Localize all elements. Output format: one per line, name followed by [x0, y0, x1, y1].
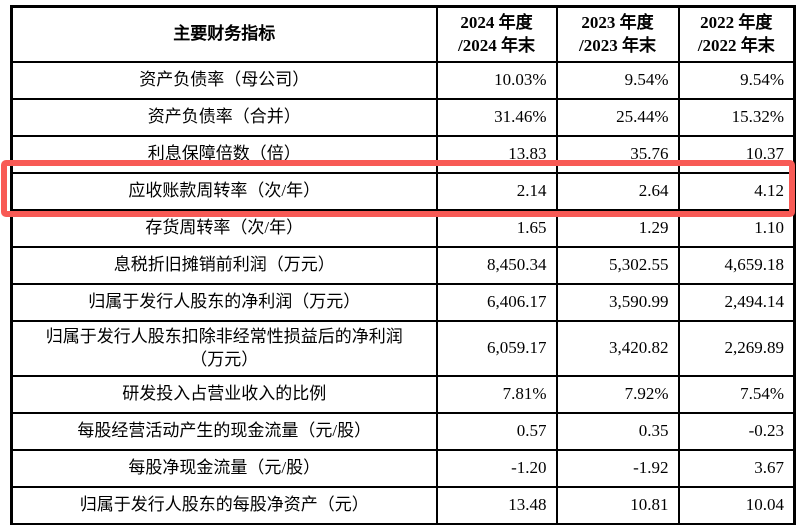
indicator-label: 归属于发行人股东扣除非经常性损益后的净利润 （万元） [10, 320, 438, 377]
table-row: 归属于发行人股东的净利润（万元） 6,406.17 3,590.99 2,494… [10, 283, 796, 322]
value-2023: 5,302.55 [555, 246, 680, 285]
table-row-highlighted: 应收账款周转率（次/年） 2.14 2.64 4.12 [10, 172, 796, 211]
value-2022: 10.37 [677, 135, 796, 174]
value-2023: 3,420.82 [555, 320, 680, 377]
value-2023: 7.92% [555, 375, 680, 414]
value-2024: 1.65 [435, 209, 558, 248]
indicator-label: 归属于发行人股东的净利润（万元） [10, 283, 438, 322]
value-2023: -1.92 [555, 449, 680, 488]
col-header-2024: 2024 年度 /2024 年末 [435, 5, 558, 63]
value-2023: 1.29 [555, 209, 680, 248]
indicator-label: 利息保障倍数（倍） [10, 135, 438, 174]
value-2022: 1.10 [677, 209, 796, 248]
indicator-label: 息税折旧摊销前利润（万元） [10, 246, 438, 285]
value-2024: 6,059.17 [435, 320, 558, 377]
indicator-label-line1: 归属于发行人股东扣除非经常性损益后的净利润 [45, 327, 403, 347]
value-2022: 7.54% [677, 375, 796, 414]
table-row: 息税折旧摊销前利润（万元） 8,450.34 5,302.55 4,659.18 [10, 246, 796, 285]
value-2022: 10.04 [677, 486, 796, 525]
value-2024: 7.81% [435, 375, 558, 414]
value-2024: 10.03% [435, 61, 558, 100]
indicator-label: 资产负债率（母公司） [10, 61, 438, 100]
indicator-label: 每股经营活动产生的现金流量（元/股） [10, 412, 438, 451]
table-row: 资产负债率（母公司） 10.03% 9.54% 9.54% [10, 61, 796, 100]
indicator-label: 每股净现金流量（元/股） [10, 449, 438, 488]
col-header-2023: 2023 年度 /2023 年末 [555, 5, 680, 63]
value-2024: 31.46% [435, 98, 558, 137]
table-row: 资产负债率（合并） 31.46% 25.44% 15.32% [10, 98, 796, 137]
value-2024: 0.57 [435, 412, 558, 451]
value-2022: 4,659.18 [677, 246, 796, 285]
table-row: 归属于发行人股东扣除非经常性损益后的净利润 （万元） 6,059.17 3,42… [10, 320, 796, 377]
value-2022: 4.12 [677, 172, 796, 211]
col-header-2024-line2: /2024 年末 [458, 35, 535, 55]
indicator-label-line2: （万元） [190, 349, 259, 369]
indicator-label: 资产负债率（合并） [10, 98, 438, 137]
value-2023: 2.64 [555, 172, 680, 211]
col-header-2022-line2: /2022 年末 [697, 35, 775, 55]
financial-indicators-table: 主要财务指标 2024 年度 /2024 年末 2023 年度 /2023 年末… [10, 5, 796, 525]
value-2023: 0.35 [555, 412, 680, 451]
col-header-2023-line1: 2023 年度 [581, 13, 654, 33]
value-2024: -1.20 [435, 449, 558, 488]
col-header-2022-line1: 2022 年度 [700, 13, 773, 33]
table-row: 每股净现金流量（元/股） -1.20 -1.92 3.67 [10, 449, 796, 488]
indicator-label: 应收账款周转率（次/年） [10, 172, 438, 211]
table-row: 利息保障倍数（倍） 13.83 35.76 10.37 [10, 135, 796, 174]
table-row: 归属于发行人股东的每股净资产（元） 13.48 10.81 10.04 [10, 486, 796, 525]
value-2023: 3,590.99 [555, 283, 680, 322]
value-2024: 2.14 [435, 172, 558, 211]
value-2022: 2,494.14 [677, 283, 796, 322]
value-2024: 6,406.17 [435, 283, 558, 322]
col-header-2022: 2022 年度 /2022 年末 [677, 5, 796, 63]
value-2023: 35.76 [555, 135, 680, 174]
value-2022: -0.23 [677, 412, 796, 451]
table-row: 存货周转率（次/年） 1.65 1.29 1.10 [10, 209, 796, 248]
col-header-2024-line1: 2024 年度 [460, 13, 533, 33]
value-2022: 15.32% [677, 98, 796, 137]
value-2024: 13.83 [435, 135, 558, 174]
value-2023: 10.81 [555, 486, 680, 525]
value-2024: 8,450.34 [435, 246, 558, 285]
table-header-row: 主要财务指标 2024 年度 /2024 年末 2023 年度 /2023 年末… [10, 5, 796, 63]
value-2022: 9.54% [677, 61, 796, 100]
col-header-indicator: 主要财务指标 [10, 5, 438, 63]
value-2023: 25.44% [555, 98, 680, 137]
table-row: 每股经营活动产生的现金流量（元/股） 0.57 0.35 -0.23 [10, 412, 796, 451]
indicator-label: 研发投入占营业收入的比例 [10, 375, 438, 414]
value-2022: 3.67 [677, 449, 796, 488]
col-header-2023-line2: /2023 年末 [579, 35, 656, 55]
indicator-label: 存货周转率（次/年） [10, 209, 438, 248]
col-header-indicator-label: 主要财务指标 [173, 24, 276, 44]
value-2023: 9.54% [555, 61, 680, 100]
indicator-label: 归属于发行人股东的每股净资产（元） [10, 486, 438, 525]
value-2024: 13.48 [435, 486, 558, 525]
value-2022: 2,269.89 [677, 320, 796, 377]
table-row: 研发投入占营业收入的比例 7.81% 7.92% 7.54% [10, 375, 796, 414]
